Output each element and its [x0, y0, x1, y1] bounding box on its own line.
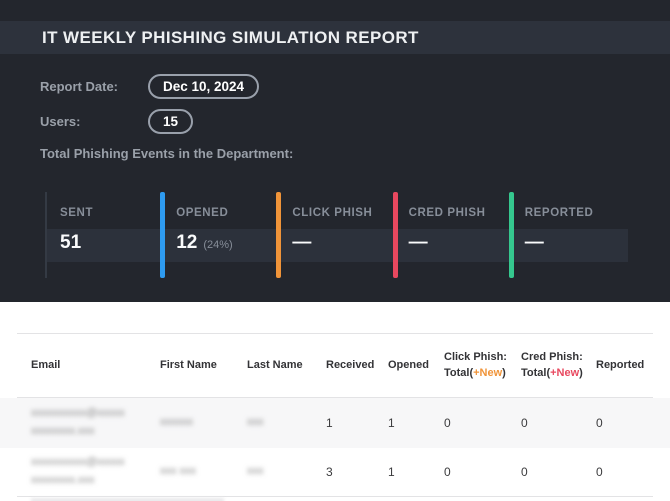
cell-click-phish: 0 [444, 416, 451, 430]
cell-cred-phish: 0 [521, 416, 528, 430]
users-count-badge: 15 [148, 109, 194, 134]
stat-label-click-phish: CLICK PHISH [292, 207, 373, 219]
report-dark-panel: IT WEEKLY PHISHING SIMULATION REPORT Rep… [0, 0, 670, 302]
table-header-email: Email [31, 358, 61, 371]
cell-click-phish: 0 [444, 465, 451, 479]
partial-next-row [31, 498, 224, 501]
cell-cred-phish: 0 [521, 465, 528, 479]
table-row: xxxxxxxxxx@xxxxx xxxxxxxx.xxx xxxxxx xxx… [0, 398, 670, 448]
stats-panel: SENT 51 OPENED 12 (24%) CLICK PHISH — [45, 192, 628, 278]
stat-value-click-phish: — [292, 232, 312, 253]
stat-sub-opened: (24%) [203, 239, 233, 251]
stat-divider-green [508, 192, 514, 278]
stat-label-opened: OPENED [176, 207, 229, 219]
table-header-received: Received [326, 358, 375, 371]
users-label: Users: [40, 114, 81, 129]
cell-received: 3 [326, 465, 333, 479]
table-header-last-name: Last Name [247, 358, 303, 371]
table-header-row: Email First Name Last Name Received Open… [0, 334, 670, 397]
cell-last-name-redacted: xxx [247, 465, 264, 478]
stat-divider-blue [160, 192, 166, 278]
table-top-divider [17, 333, 653, 334]
stat-label-cred-phish: CRED PHISH [408, 207, 486, 219]
stat-column-opened: OPENED 12 (24%) [160, 192, 279, 278]
report-titlebar: IT WEEKLY PHISHING SIMULATION REPORT [0, 21, 670, 54]
cell-reported: 0 [596, 465, 603, 479]
click-phish-new-accent: +New [473, 366, 503, 379]
stat-value-reported: — [524, 232, 544, 253]
cell-opened: 1 [388, 465, 395, 479]
table-header-cred-phish: Cred Phish: Total(+New) [521, 351, 583, 379]
table-header-opened: Opened [388, 358, 429, 371]
report-date-row: Report Date: Dec 10, 2024 [40, 74, 260, 99]
table-row: xxxxxxxxxx@xxxxx xxxxxxxx.xxx xxx xxx xx… [0, 448, 670, 496]
cell-email-redacted: xxxxxxxxxx@xxxxx xxxxxxxx.xxx [31, 407, 125, 437]
cell-first-name-redacted: xxx xxx [160, 465, 197, 478]
stat-column-sent: SENT 51 [47, 192, 163, 278]
table-header-click-phish: Click Phish: Total(+New) [444, 351, 507, 379]
stats-value-strip [47, 229, 628, 262]
page-title: IT WEEKLY PHISHING SIMULATION REPORT [42, 27, 419, 47]
stat-value-sent: 51 [60, 232, 82, 253]
stat-column-reported: REPORTED — [508, 192, 628, 278]
totals-heading: Total Phishing Events in the Department: [40, 146, 294, 161]
report-date-label: Report Date: [40, 79, 119, 94]
stat-value-cred-phish: — [408, 232, 428, 253]
table-bottom-divider [17, 496, 653, 497]
cell-received: 1 [326, 416, 333, 430]
users-table: Email First Name Last Name Received Open… [0, 302, 670, 501]
stat-column-click-phish: CLICK PHISH — [276, 192, 395, 278]
stat-column-cred-phish: CRED PHISH — [392, 192, 512, 278]
report-date-badge: Dec 10, 2024 [148, 74, 260, 99]
table-header-divider [17, 397, 653, 398]
cell-email-redacted: xxxxxxxxxx@xxxxx xxxxxxxx.xxx [31, 456, 125, 486]
cred-phish-new-accent: +New [550, 366, 580, 379]
cell-last-name-redacted: xxx [247, 416, 264, 429]
stat-label-sent: SENT [60, 207, 94, 219]
stat-label-reported: REPORTED [524, 207, 594, 219]
table-header-reported: Reported [596, 358, 645, 371]
stat-divider-orange [276, 192, 282, 278]
stat-value-opened: 12 [176, 232, 198, 253]
users-row: Users: 15 [40, 109, 194, 134]
cell-first-name-redacted: xxxxxx [160, 416, 193, 429]
table-header-first-name: First Name [160, 358, 217, 371]
stat-divider-red [392, 192, 398, 278]
cell-reported: 0 [596, 416, 603, 430]
cell-opened: 1 [388, 416, 395, 430]
